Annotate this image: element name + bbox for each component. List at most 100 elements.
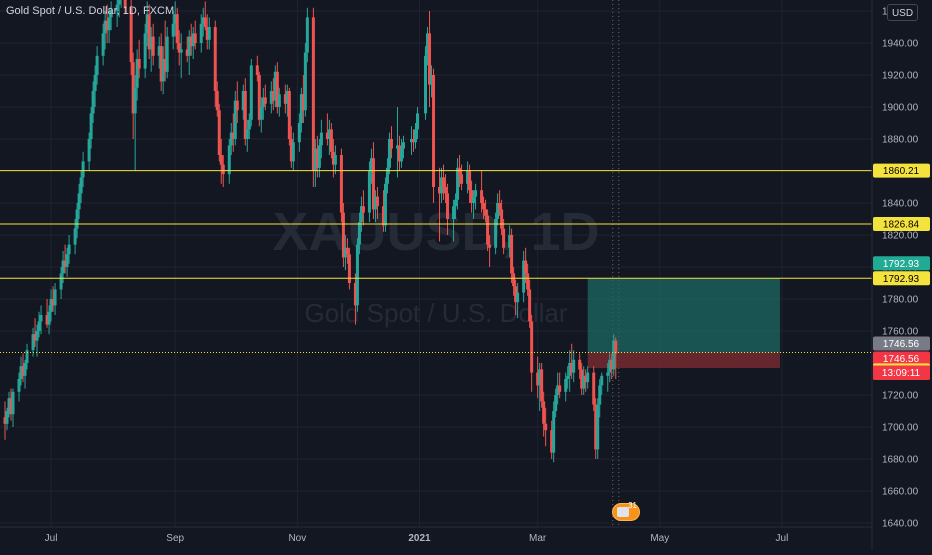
price-tick-label[interactable]: 1940.00 [882, 39, 919, 50]
position-loss-zone[interactable] [587, 352, 780, 369]
candle-body[interactable] [233, 100, 237, 139]
candle-body[interactable] [438, 187, 442, 194]
candle-body[interactable] [205, 27, 209, 40]
candle-body[interactable] [61, 260, 65, 274]
candle-body[interactable] [171, 23, 175, 37]
candle-body[interactable] [552, 411, 556, 453]
candle-body[interactable] [159, 46, 163, 82]
price-label[interactable] [873, 336, 930, 351]
candle-body[interactable] [257, 75, 261, 120]
candle-body[interactable] [3, 417, 7, 424]
candle-body[interactable] [488, 244, 492, 248]
candle-body[interactable] [578, 359, 582, 370]
candle-body[interactable] [291, 142, 295, 162]
candle-body[interactable] [231, 132, 235, 139]
candle-body[interactable] [496, 203, 500, 219]
candle-body[interactable] [133, 87, 137, 114]
candle-body[interactable] [73, 228, 77, 245]
price-label[interactable] [873, 351, 930, 366]
candle-body[interactable] [596, 404, 600, 450]
candle-body[interactable] [528, 289, 532, 322]
candle-body[interactable] [446, 193, 450, 219]
candle-body[interactable] [494, 219, 498, 248]
candle-body[interactable] [137, 59, 141, 69]
candle-body[interactable] [610, 359, 614, 370]
candle-body[interactable] [65, 254, 69, 267]
candle-body[interactable] [227, 145, 231, 175]
candle-body[interactable] [466, 171, 470, 184]
candle-body[interactable] [187, 36, 191, 56]
candle-body[interactable] [530, 321, 534, 373]
candle-body[interactable] [341, 212, 345, 258]
candle-body[interactable] [311, 17, 315, 172]
candle-body[interactable] [207, 27, 211, 40]
candle-body[interactable] [389, 139, 393, 149]
candle-body[interactable] [59, 273, 63, 290]
candle-body[interactable] [367, 171, 371, 213]
candle-body[interactable] [353, 283, 357, 306]
candle-body[interactable] [387, 139, 391, 168]
candle-body[interactable] [261, 97, 265, 107]
candle-body[interactable] [177, 43, 181, 53]
candle-body[interactable] [430, 75, 434, 85]
candle-body[interactable] [283, 94, 287, 104]
candle-body[interactable] [500, 209, 504, 229]
candle-body[interactable] [361, 206, 365, 213]
time-tick-label[interactable]: Jul [45, 533, 58, 544]
candle-body[interactable] [243, 91, 247, 139]
candle-body[interactable] [131, 62, 135, 114]
price-label[interactable] [873, 271, 930, 286]
candle-body[interactable] [179, 49, 183, 53]
candle-body[interactable] [25, 350, 29, 363]
price-tick-label[interactable]: 1840.00 [882, 199, 919, 210]
time-tick-label[interactable]: Nov [288, 533, 306, 544]
candle-body[interactable] [235, 100, 239, 111]
price-tick-label[interactable]: 1880.00 [882, 135, 919, 146]
candle-body[interactable] [93, 75, 97, 91]
candle-body[interactable] [472, 196, 476, 203]
candle-body[interactable] [189, 36, 193, 47]
candle-body[interactable] [7, 398, 11, 411]
candle-body[interactable] [456, 167, 460, 200]
candle-body[interactable] [608, 359, 612, 373]
candle-body[interactable] [115, 4, 119, 11]
candle-body[interactable] [468, 171, 472, 191]
candle-body[interactable] [482, 203, 486, 210]
price-label[interactable] [873, 217, 930, 232]
candle-body[interactable] [582, 375, 586, 389]
candle-body[interactable] [147, 14, 151, 50]
price-tick-label[interactable]: 1920.00 [882, 71, 919, 82]
price-tick-label[interactable]: 1680.00 [882, 455, 919, 466]
candle-body[interactable] [432, 75, 436, 187]
candle-body[interactable] [287, 91, 291, 139]
candle-body[interactable] [123, 0, 127, 8]
candle-body[interactable] [594, 404, 598, 450]
candle-body[interactable] [570, 363, 574, 373]
candle-body[interactable] [91, 91, 95, 114]
candle-body[interactable] [173, 14, 177, 24]
candle-body[interactable] [135, 59, 139, 88]
candle-body[interactable] [373, 196, 377, 210]
candle-body[interactable] [343, 247, 347, 258]
candle-body[interactable] [47, 311, 51, 325]
candle-body[interactable] [199, 23, 203, 43]
candle-body[interactable] [409, 139, 413, 143]
candle-body[interactable] [347, 254, 351, 283]
candle-body[interactable] [355, 244, 359, 306]
candle-body[interactable] [426, 33, 430, 56]
candle-body[interactable] [157, 46, 161, 56]
candle-body[interactable] [498, 203, 502, 210]
candle-body[interactable] [215, 91, 219, 111]
candle-body[interactable] [480, 190, 484, 203]
candle-body[interactable] [600, 375, 604, 386]
candle-body[interactable] [416, 113, 420, 130]
candle-body[interactable] [75, 209, 79, 229]
candle-body[interactable] [185, 49, 189, 56]
candle-body[interactable] [556, 385, 560, 395]
candle-body[interactable] [331, 151, 335, 165]
candle-body[interactable] [558, 385, 562, 392]
candle-body[interactable] [428, 33, 432, 85]
candle-body[interactable] [522, 260, 526, 293]
candle-body[interactable] [315, 148, 319, 168]
candle-body[interactable] [259, 107, 263, 120]
